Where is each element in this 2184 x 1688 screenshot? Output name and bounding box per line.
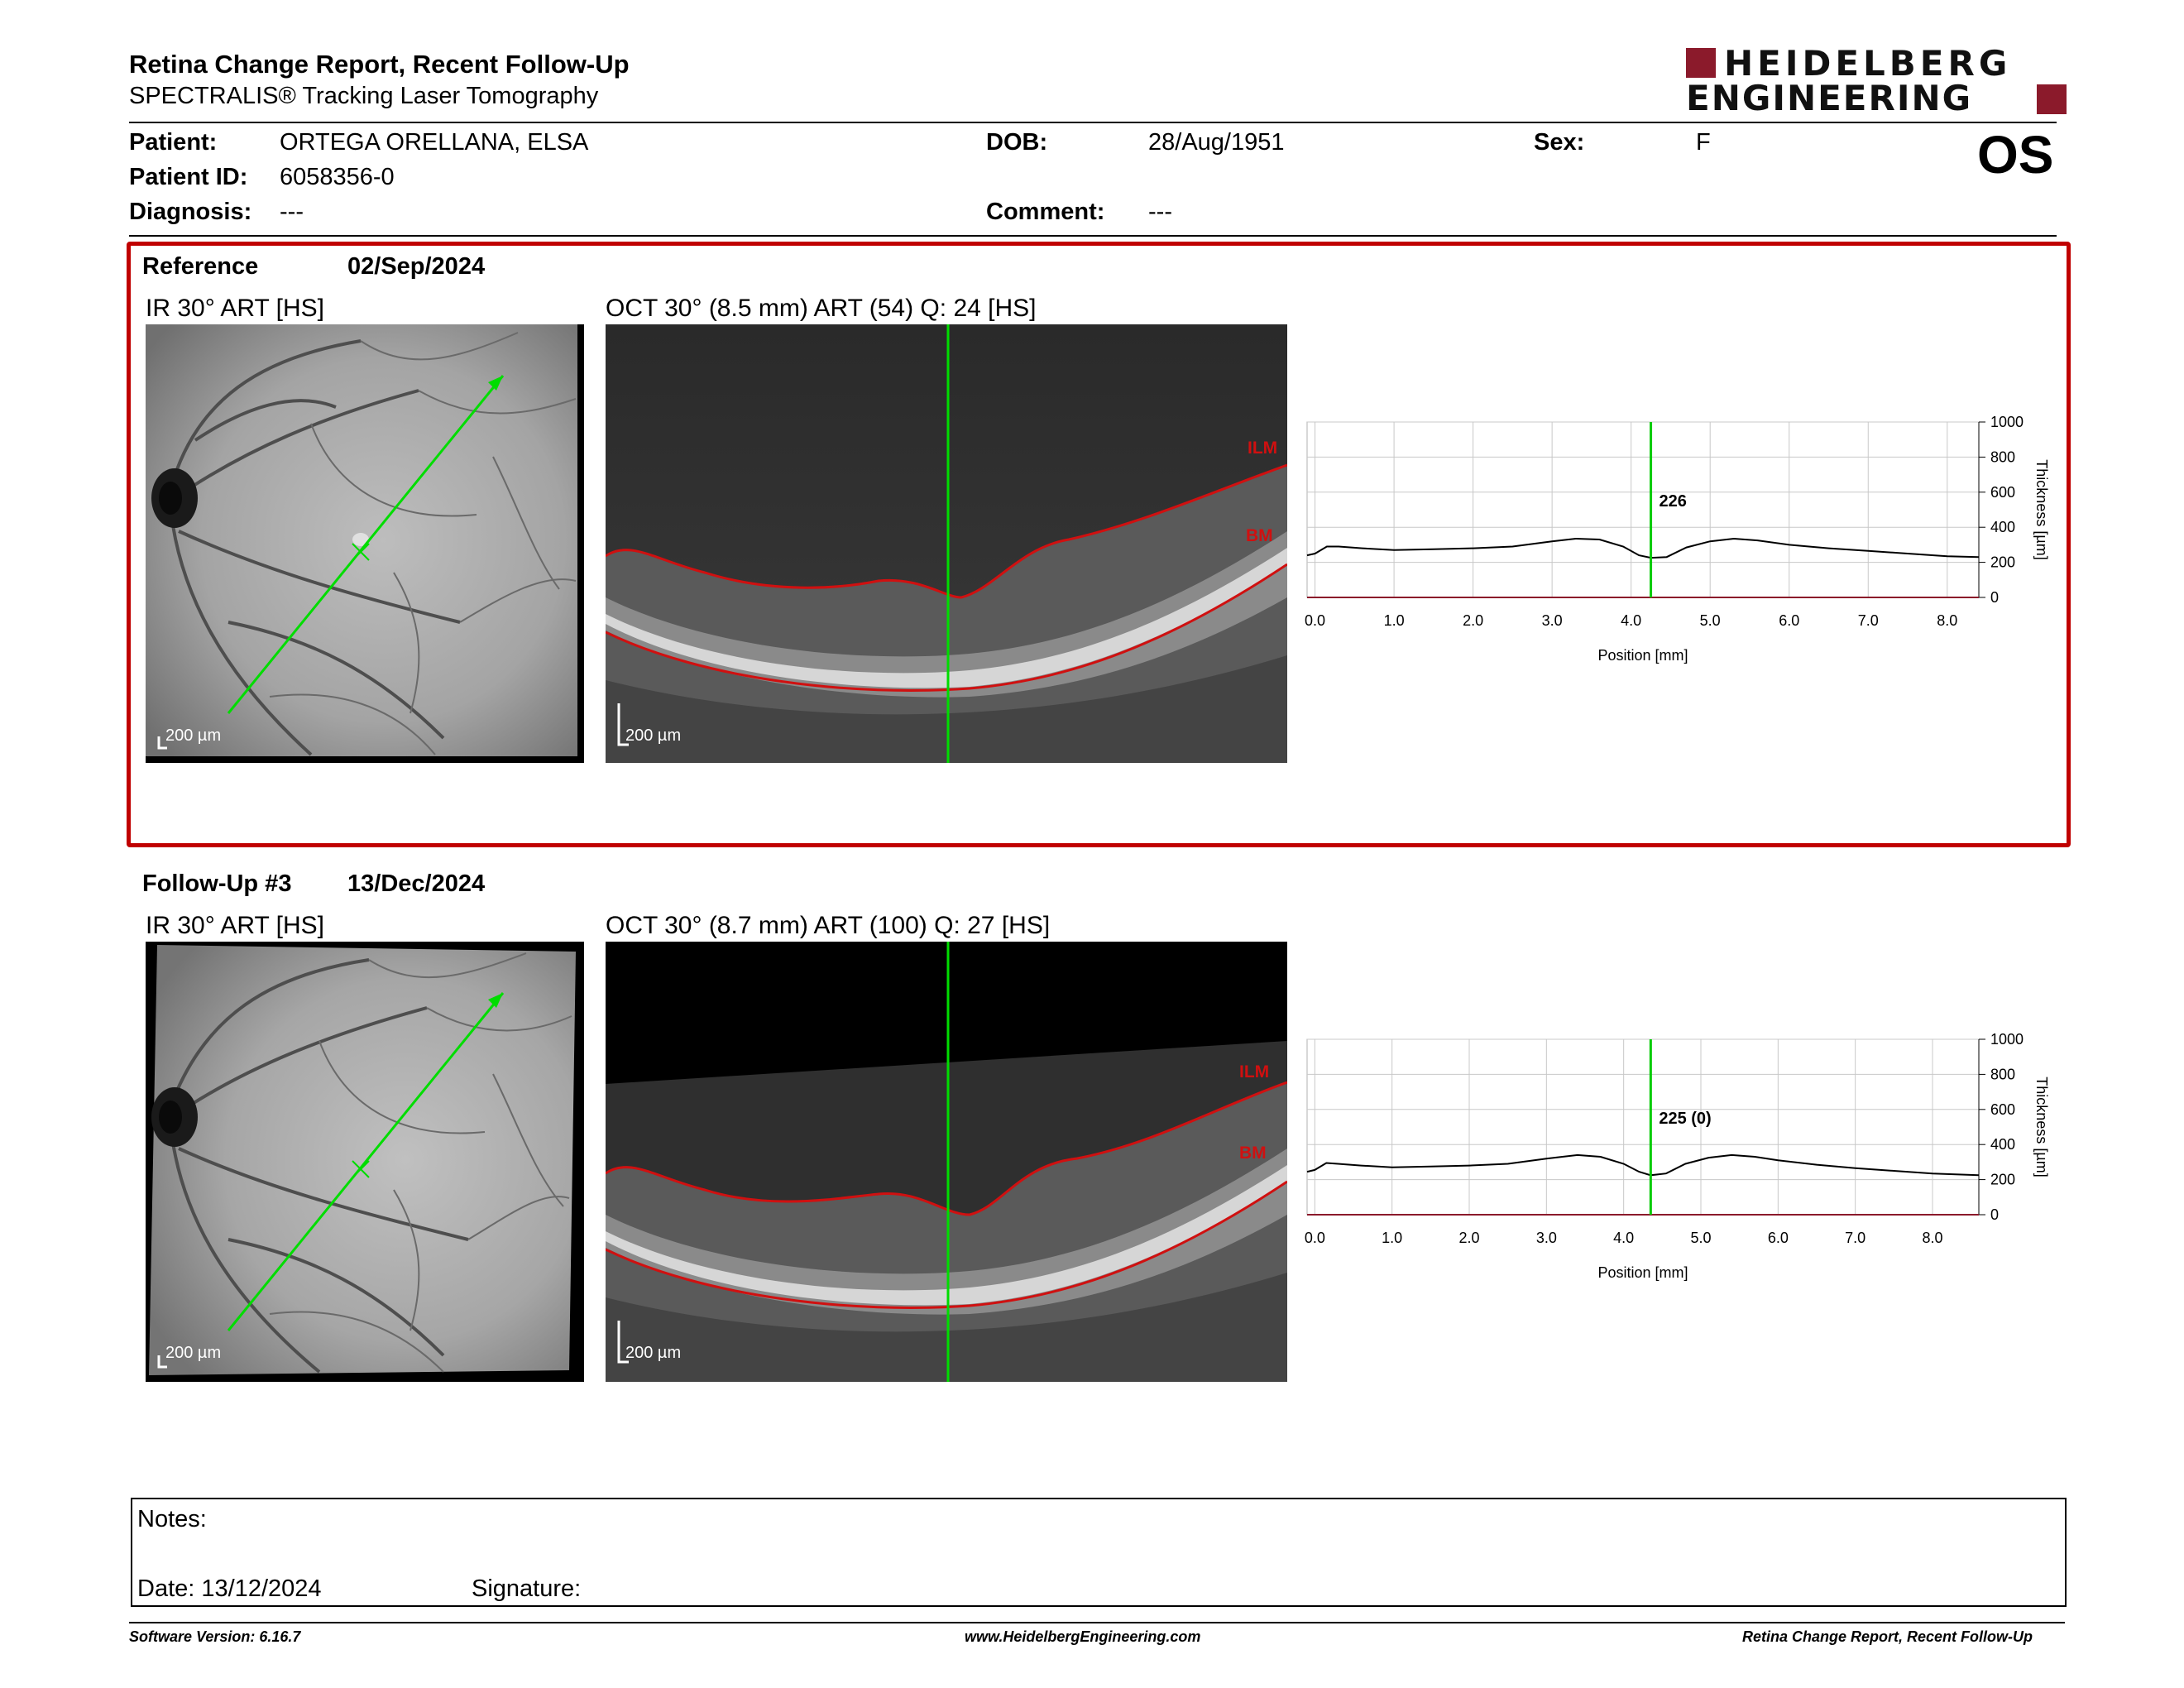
notes-box[interactable]: Notes: Date: 13/12/2024 Signature:: [131, 1498, 2067, 1607]
y-tick-label: 600: [1990, 484, 2015, 501]
followup-ilm-label: ILM: [1239, 1062, 1270, 1081]
diagnosis-label: Diagnosis:: [129, 199, 252, 225]
y-tick-label: 600: [1990, 1101, 2015, 1118]
y-tick-label: 1000: [1990, 414, 2024, 430]
x-tick-label: 4.0: [1613, 1230, 1634, 1246]
reference-oct-label: OCT 30° (8.5 mm) ART (54) Q: 24 [HS]: [606, 295, 1037, 322]
dob-label: DOB:: [986, 129, 1048, 156]
patient-id-label: Patient ID:: [129, 164, 248, 190]
dob-value: 28/Aug/1951: [1148, 129, 1285, 156]
reference-label: Reference: [142, 253, 259, 280]
thickness-series-line: [1306, 1153, 1980, 1177]
x-tick-label: 2.0: [1463, 612, 1483, 629]
footer-report-title: Retina Change Report, Recent Follow-Up: [1742, 1628, 2033, 1645]
y-tick-label: 200: [1990, 554, 2015, 571]
logo-square-bottom: [2037, 84, 2067, 114]
x-tick-label: 2.0: [1458, 1230, 1479, 1246]
x-tick-label: 5.0: [1700, 612, 1721, 629]
followup-label: Follow-Up #3: [142, 870, 292, 897]
x-tick-label: 8.0: [1937, 612, 1957, 629]
y-tick-label: 400: [1990, 519, 2015, 535]
website-link[interactable]: www.HeidelbergEngineering.com: [965, 1628, 1201, 1645]
cursor-value-label: 226: [1660, 492, 1687, 511]
thickness-series-line: [1306, 537, 1980, 559]
reference-oct-image[interactable]: ILM BM 200 µm: [606, 324, 1287, 763]
x-tick-label: 3.0: [1542, 612, 1563, 629]
reference-ir-svg: [146, 324, 584, 763]
patient-divider: [129, 235, 2057, 237]
followup-oct-label: OCT 30° (8.7 mm) ART (100) Q: 27 [HS]: [606, 912, 1051, 939]
reference-oct-scalebar-label: 200 µm: [625, 727, 682, 745]
heidelberg-logo: HEIDELBERG ENGINEERING: [1686, 43, 2067, 118]
reference-oct-svg: [606, 324, 1287, 763]
logo-text-line2: ENGINEERING: [1686, 78, 1973, 118]
x-axis-label: Position [mm]: [1597, 647, 1688, 664]
followup-ir-label: IR 30° ART [HS]: [146, 912, 324, 939]
sex-label: Sex:: [1534, 129, 1585, 156]
x-tick-label: 1.0: [1384, 612, 1405, 629]
reference-ilm-label: ILM: [1248, 439, 1278, 458]
diagnosis-value: ---: [280, 199, 304, 225]
x-tick-label: 5.0: [1690, 1230, 1711, 1246]
y-tick-label: 200: [1990, 1172, 2015, 1188]
notes-date: Date: 13/12/2024: [137, 1575, 322, 1602]
y-tick-label: 1000: [1990, 1031, 2024, 1048]
plot-area: [1306, 421, 1980, 598]
followup-ir-scalebar-label: 200 µm: [165, 1344, 222, 1362]
report-title: Retina Change Report, Recent Follow-Up: [129, 50, 630, 79]
patient-name: ORTEGA ORELLANA, ELSA: [280, 129, 589, 156]
x-tick-label: 7.0: [1845, 1230, 1866, 1246]
followup-ir-svg: [149, 945, 576, 1375]
reference-thickness-chart: 0.0 1.0 2.0 3.0 4.0 5.0 6.0 7.0 8.0 0 200 400 600 800…: [1305, 414, 2050, 664]
x-tick-label: 3.0: [1536, 1230, 1557, 1246]
y-axis-label: Thickness [µm]: [2033, 1077, 2050, 1177]
logo-square-top: [1686, 48, 1716, 78]
patient-id-value: 6058356-0: [280, 164, 395, 190]
x-tick-label: 0.0: [1305, 1230, 1325, 1246]
reference-date: 02/Sep/2024: [347, 253, 486, 280]
signature-label: Signature:: [472, 1575, 582, 1602]
logo-text-line1: HEIDELBERG: [1724, 43, 2012, 84]
x-tick-label: 7.0: [1858, 612, 1879, 629]
followup-bm-label: BM: [1239, 1144, 1267, 1163]
report-subtitle: SPECTRALIS® Tracking Laser Tomography: [129, 83, 599, 109]
cursor-value-label: 225 (0): [1659, 1110, 1711, 1128]
followup-date: 13/Dec/2024: [347, 870, 486, 897]
x-tick-label: 4.0: [1621, 612, 1641, 629]
x-tick-label: 0.0: [1305, 612, 1325, 629]
plot-area: [1306, 1038, 1980, 1216]
y-tick-label: 0: [1990, 1206, 1999, 1223]
reference-ir-scalebar-label: 200 µm: [165, 727, 222, 745]
followup-oct-svg: [606, 942, 1287, 1382]
followup-oct-image[interactable]: ILM BM 200 µm: [606, 942, 1287, 1382]
y-tick-label: 400: [1990, 1136, 2015, 1153]
patient-label: Patient:: [129, 129, 218, 156]
x-tick-label: 6.0: [1768, 1230, 1789, 1246]
comment-value: ---: [1148, 199, 1172, 225]
followup-ir-image[interactable]: 200 µm: [146, 942, 584, 1382]
followup-thickness-chart: 0.0 1.0 2.0 3.0 4.0 5.0 6.0 7.0 8.0 0 200 400 600 800…: [1305, 1031, 2050, 1281]
x-tick-label: 1.0: [1382, 1230, 1402, 1246]
x-axis-label: Position [mm]: [1597, 1264, 1688, 1281]
y-tick-label: 800: [1990, 1066, 2015, 1082]
reference-section-box: [127, 242, 2071, 847]
software-version: Software Version: 6.16.7: [129, 1628, 301, 1645]
reference-bm-label: BM: [1246, 526, 1273, 545]
comment-label: Comment:: [986, 199, 1105, 225]
y-tick-label: 0: [1990, 589, 1999, 606]
followup-oct-scalebar-label: 200 µm: [625, 1344, 682, 1362]
y-tick-label: 800: [1990, 448, 2015, 465]
notes-label: Notes:: [137, 1506, 207, 1532]
x-tick-label: 8.0: [1922, 1230, 1942, 1246]
footer-divider: [129, 1622, 2065, 1623]
reference-ir-label: IR 30° ART [HS]: [146, 295, 324, 322]
x-tick-label: 6.0: [1779, 612, 1799, 629]
sex-value: F: [1696, 129, 1711, 156]
reference-ir-image[interactable]: 200 µm: [146, 324, 584, 763]
eye-indicator: OS: [1977, 125, 2054, 185]
y-axis-label: Thickness [µm]: [2033, 459, 2050, 559]
header-divider: [129, 122, 2057, 123]
